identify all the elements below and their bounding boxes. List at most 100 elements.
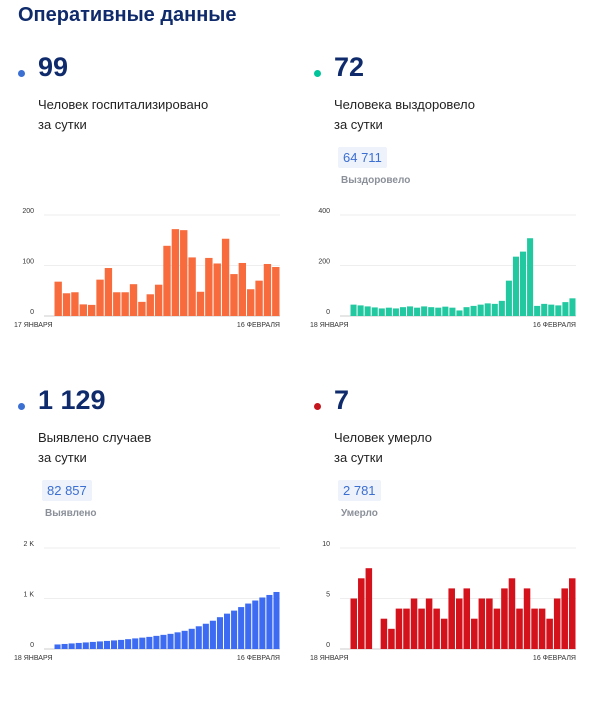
bar bbox=[364, 306, 371, 316]
bar bbox=[512, 256, 519, 316]
bar bbox=[62, 293, 71, 316]
total-label: Выздоровело bbox=[341, 175, 411, 186]
bar bbox=[188, 257, 196, 316]
recovered-panel: 72 Человека выздоровело за сутки 64 711 … bbox=[310, 52, 584, 382]
bar bbox=[385, 307, 392, 316]
bar bbox=[171, 229, 180, 316]
bar bbox=[388, 628, 395, 649]
total-label: Выявлено bbox=[45, 508, 97, 519]
bar bbox=[538, 608, 546, 649]
x-start-label: 18 ЯНВАРЯ bbox=[14, 655, 53, 662]
description-line-1: Выявлено случаев bbox=[38, 430, 152, 445]
page-title: Оперативные данные bbox=[18, 4, 237, 26]
bar bbox=[440, 618, 448, 649]
bar bbox=[146, 636, 153, 649]
bar bbox=[87, 304, 96, 316]
bar bbox=[54, 644, 61, 649]
y-tick-label: 10 bbox=[322, 541, 330, 548]
bar bbox=[448, 588, 455, 649]
x-end-label: 16 ФЕВРАЛЯ bbox=[533, 655, 576, 662]
bar bbox=[71, 292, 79, 316]
description-line-2: за сутки bbox=[38, 450, 87, 465]
bar bbox=[471, 618, 478, 649]
bar bbox=[527, 238, 534, 316]
bar bbox=[96, 279, 104, 316]
total-badge: 2 781 bbox=[338, 480, 381, 501]
y-tick-label: 5 bbox=[326, 592, 330, 599]
deaths-panel: 7 Человек умерло за сутки 2 781 Умерло 0… bbox=[310, 385, 584, 715]
bar bbox=[421, 306, 428, 316]
bar bbox=[216, 617, 223, 649]
bar bbox=[146, 294, 154, 316]
bar bbox=[399, 307, 406, 316]
x-end-label: 16 ФЕВРАЛЯ bbox=[533, 322, 576, 329]
bar bbox=[163, 245, 171, 316]
headline-description: Человек госпитализировано за сутки bbox=[38, 95, 258, 135]
bar bbox=[449, 307, 456, 316]
total-label: Умерло bbox=[341, 508, 378, 519]
bar bbox=[54, 281, 62, 316]
bar bbox=[555, 305, 562, 316]
description-line-2: за сутки bbox=[334, 450, 383, 465]
bar bbox=[442, 306, 449, 316]
bar bbox=[263, 263, 272, 316]
bar bbox=[428, 307, 435, 316]
y-tick-label: 0 bbox=[30, 309, 34, 316]
bar bbox=[230, 274, 238, 316]
bar bbox=[378, 308, 385, 316]
bar bbox=[196, 291, 205, 316]
bar bbox=[407, 306, 414, 316]
x-start-label: 18 ЯНВАРЯ bbox=[310, 322, 349, 329]
bar bbox=[491, 303, 498, 316]
y-tick-label: 100 bbox=[22, 259, 34, 266]
bar bbox=[167, 633, 174, 649]
bar bbox=[113, 292, 121, 316]
bar bbox=[111, 640, 118, 649]
bar bbox=[501, 588, 508, 649]
description-line-1: Человек умерло bbox=[334, 430, 432, 445]
bar bbox=[181, 630, 188, 649]
bar bbox=[205, 257, 213, 316]
bar bbox=[470, 305, 477, 316]
bar bbox=[160, 634, 167, 649]
bar bbox=[455, 598, 463, 649]
bar bbox=[553, 598, 561, 649]
bar bbox=[125, 639, 132, 649]
bar bbox=[252, 600, 259, 649]
cases-panel: 1 129 Выявлено случаев за сутки 82 857 В… bbox=[14, 385, 288, 715]
bar bbox=[520, 251, 527, 316]
bar bbox=[79, 304, 87, 316]
x-end-label: 16 ФЕВРАЛЯ bbox=[237, 655, 280, 662]
bar bbox=[75, 642, 82, 649]
bar bbox=[213, 263, 221, 316]
series-dot-icon bbox=[314, 403, 321, 410]
total-badge: 64 711 bbox=[338, 147, 387, 168]
bar bbox=[82, 642, 89, 649]
bar bbox=[380, 618, 388, 649]
headline-description: Человек умерло за сутки bbox=[334, 428, 554, 468]
y-tick-label: 400 bbox=[318, 208, 330, 215]
bar bbox=[508, 578, 516, 649]
description-line-1: Человека выздоровело bbox=[334, 97, 475, 112]
bar bbox=[238, 607, 245, 649]
bar bbox=[118, 639, 125, 649]
bar bbox=[365, 568, 373, 649]
bar bbox=[224, 613, 231, 649]
headline-number: 1 129 bbox=[38, 385, 106, 415]
y-tick-label: 0 bbox=[326, 309, 330, 316]
bar bbox=[138, 301, 146, 316]
bar bbox=[174, 632, 181, 649]
bar bbox=[209, 620, 216, 649]
hospitalized-panel: 99 Человек госпитализировано за сутки 0 1… bbox=[14, 52, 288, 382]
headline-description: Человека выздоровело за сутки bbox=[334, 95, 554, 135]
bar bbox=[104, 268, 113, 316]
bar bbox=[403, 608, 410, 649]
bar bbox=[255, 280, 263, 316]
bar bbox=[188, 628, 195, 649]
x-start-label: 17 ЯНВАРЯ bbox=[14, 322, 53, 329]
series-dot-icon bbox=[18, 70, 25, 77]
y-tick-label: 1 K bbox=[23, 592, 34, 599]
bar bbox=[392, 308, 399, 316]
bar bbox=[129, 284, 138, 316]
bar bbox=[96, 641, 103, 649]
